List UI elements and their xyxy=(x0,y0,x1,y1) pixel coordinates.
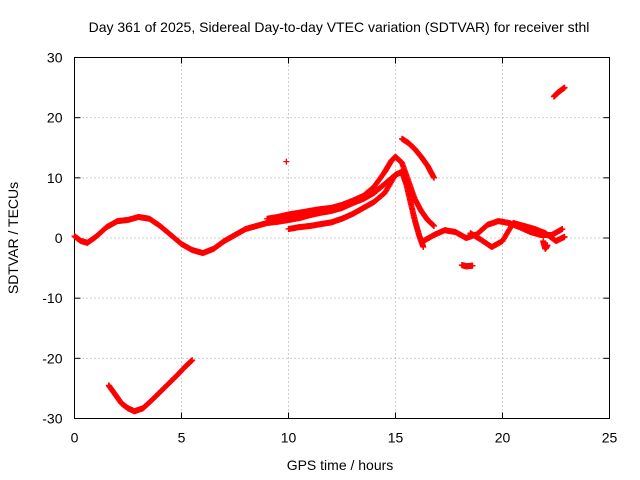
x-tick-label: 5 xyxy=(178,430,186,446)
y-tick-label: 0 xyxy=(55,230,63,246)
data-point xyxy=(559,225,566,232)
data-point xyxy=(561,233,568,240)
axis-ticks xyxy=(74,57,610,419)
data-point xyxy=(431,222,438,229)
series-main-band xyxy=(71,171,399,257)
data-point xyxy=(544,242,551,249)
y-axis-label: SDTVAR / TECUs xyxy=(5,182,21,294)
y-tick-label: -20 xyxy=(42,350,62,366)
series-isolated-23h xyxy=(550,84,568,100)
series-cluster-18h xyxy=(458,262,476,270)
y-tick-label: -30 xyxy=(42,411,62,427)
x-tick-label: 25 xyxy=(602,430,618,446)
x-tick-label: 0 xyxy=(71,430,79,446)
data-point xyxy=(283,158,290,165)
chart-title: Day 361 of 2025, Sidereal Day-to-day VTE… xyxy=(89,19,590,35)
data-point xyxy=(431,174,438,181)
y-tick-labels: -30 -20 -10 0 10 20 30 xyxy=(42,50,62,427)
data-point xyxy=(469,262,476,269)
data-points xyxy=(71,84,568,415)
y-tick-label: 20 xyxy=(47,110,63,126)
series-isolated-10h xyxy=(283,158,290,165)
x-tick-label: 10 xyxy=(281,430,297,446)
data-point xyxy=(189,357,196,364)
series-main-band-lower xyxy=(285,168,427,251)
data-point xyxy=(561,84,568,91)
x-tick-label: 20 xyxy=(495,430,511,446)
y-tick-label: -10 xyxy=(42,290,62,306)
x-tick-labels: 0 5 10 15 20 25 xyxy=(71,430,618,446)
y-tick-label: 30 xyxy=(47,50,63,66)
grid-lines xyxy=(74,57,610,419)
data-point xyxy=(420,244,427,251)
series-dip-22h xyxy=(540,238,551,252)
x-axis-label: GPS time / hours xyxy=(287,457,394,473)
x-tick-label: 15 xyxy=(388,430,404,446)
y-tick-label: 10 xyxy=(47,170,63,186)
series-early-arc xyxy=(105,357,196,415)
series-main-band-upper xyxy=(264,153,438,229)
series-post-storm-lower xyxy=(467,219,568,251)
series-arc-16h xyxy=(398,135,438,181)
